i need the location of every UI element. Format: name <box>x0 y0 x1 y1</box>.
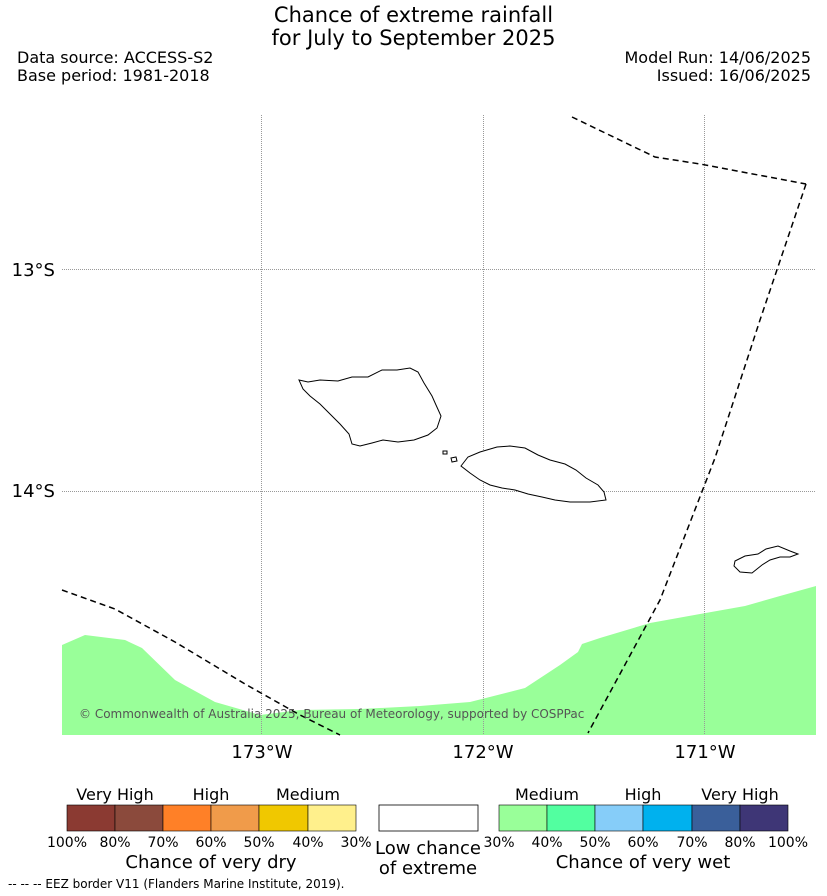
wet-swatch-1 <box>498 804 548 832</box>
wet-colorbar: Medium High Very High 30% 40% 50% 60% 70… <box>483 785 808 873</box>
wet-swatch-5 <box>691 804 741 832</box>
wet-swatch-2 <box>546 804 596 832</box>
dry-pct-60: 60% <box>195 835 226 851</box>
model-run: Model Run: 14/06/2025 <box>624 48 812 67</box>
dry-colorbar: Very High High Medium 100% 80% 70% 60% 5… <box>47 785 372 873</box>
island-manono <box>442 450 448 455</box>
eez-border-southwest <box>61 589 341 736</box>
eez-borders <box>61 116 807 736</box>
wet-category-very-high: Very High <box>701 785 778 804</box>
wet-pct-30: 30% <box>483 835 514 851</box>
data-source: Data source: ACCESS-S2 <box>17 48 214 67</box>
base-period: Base period: 1981-2018 <box>17 66 210 85</box>
copyright-notice: © Commonwealth of Australia 2025, Bureau… <box>79 707 584 721</box>
wet-pct-70: 70% <box>676 835 707 851</box>
wet-swatch-4 <box>642 804 693 832</box>
gridlines <box>62 115 816 735</box>
island-tutuila <box>733 545 800 574</box>
dry-swatch-3 <box>162 804 212 832</box>
island-savaii <box>298 367 442 447</box>
wet-colorbar-title: Chance of very wet <box>556 852 731 873</box>
lon-label-171w: 171°W <box>674 742 735 763</box>
neutral-legend: Low chance of extreme <box>375 804 481 879</box>
dry-colorbar-title: Chance of very dry <box>125 852 297 873</box>
neutral-label-line2: of extreme <box>379 858 477 879</box>
neutral-swatch <box>378 804 479 832</box>
dry-swatch-4 <box>210 804 260 832</box>
dry-pct-70: 70% <box>147 835 178 851</box>
map-panel: © Commonwealth of Australia 2025, Bureau… <box>61 115 816 736</box>
island-upolu <box>460 445 607 503</box>
dry-pct-50: 50% <box>243 835 274 851</box>
dry-swatch-2 <box>114 804 164 832</box>
map-title-line2: for July to September 2025 <box>271 26 556 50</box>
dry-pct-100: 100% <box>47 835 87 851</box>
islands <box>298 367 800 574</box>
wet-category-high: High <box>625 785 662 804</box>
wet-pct-80: 80% <box>724 835 755 851</box>
dry-swatch-1 <box>66 804 116 832</box>
map-title-line1: Chance of extreme rainfall <box>273 3 554 27</box>
eez-border-north <box>571 116 807 185</box>
lat-label-13s: 13°S <box>12 260 55 281</box>
dry-pct-40: 40% <box>292 835 323 851</box>
eez-border-east <box>587 183 807 734</box>
lon-label-173w: 173°W <box>231 742 292 763</box>
eez-footnote: -- -- -- EEZ border V11 (Flanders Marine… <box>8 877 345 891</box>
dry-swatch-5 <box>258 804 309 832</box>
wet-pct-60: 60% <box>627 835 658 851</box>
neutral-label-line1: Low chance <box>375 838 481 859</box>
wet-swatch-6 <box>739 804 789 832</box>
wet-pct-40: 40% <box>531 835 562 851</box>
wet-category-medium: Medium <box>515 785 579 804</box>
wet-swatch-3 <box>594 804 644 832</box>
wet-medium-shading <box>62 586 816 735</box>
wet-pct-100: 100% <box>768 835 808 851</box>
dry-swatch-6 <box>307 804 357 832</box>
issued-date: Issued: 16/06/2025 <box>656 66 811 85</box>
wet-pct-50: 50% <box>579 835 610 851</box>
dry-category-high: High <box>193 785 230 804</box>
dry-pct-80: 80% <box>99 835 130 851</box>
dry-category-very-high: Very High <box>76 785 153 804</box>
lon-label-172w: 172°W <box>452 742 513 763</box>
island-apolima <box>450 456 458 463</box>
dry-category-medium: Medium <box>276 785 340 804</box>
dry-pct-30: 30% <box>340 835 371 851</box>
lat-label-14s: 14°S <box>12 481 55 502</box>
